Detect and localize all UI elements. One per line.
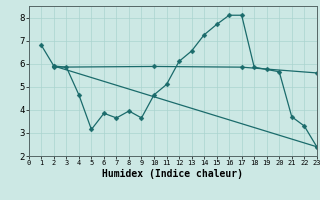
X-axis label: Humidex (Indice chaleur): Humidex (Indice chaleur) (102, 169, 243, 179)
